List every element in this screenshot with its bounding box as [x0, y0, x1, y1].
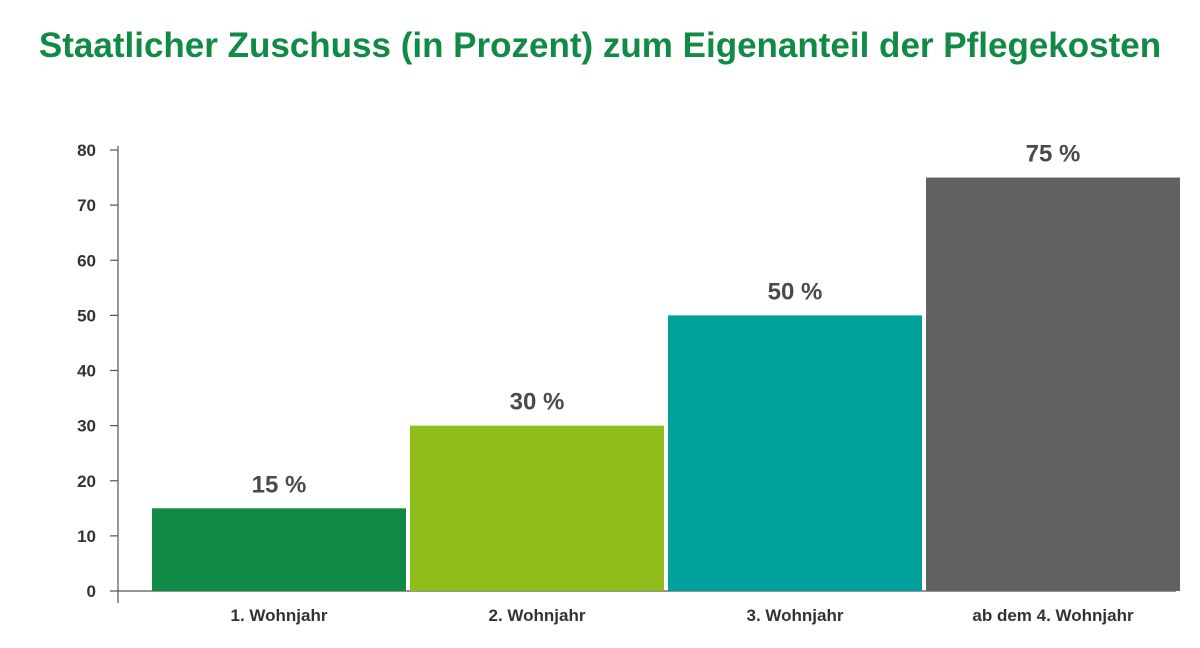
chart-bars: [152, 177, 1180, 591]
chart-title: Staatlicher Zuschuss (in Prozent) zum Ei…: [38, 26, 1162, 65]
x-category-label: 2. Wohnjahr: [489, 606, 586, 625]
bar: [152, 508, 406, 591]
bar-value-label: 75 %: [1026, 141, 1081, 168]
x-category-label: 1. Wohnjahr: [231, 606, 328, 625]
y-tick-label: 10: [77, 527, 96, 546]
x-category-label: 3. Wohnjahr: [747, 606, 844, 625]
bar-value-label: 30 %: [510, 389, 565, 416]
y-tick-label: 80: [77, 141, 96, 160]
bar-value-label: 15 %: [252, 471, 307, 498]
y-tick-label: 70: [77, 196, 96, 215]
y-tick-label: 0: [87, 582, 96, 601]
bar: [926, 177, 1180, 591]
y-tick-label: 30: [77, 417, 96, 436]
bar: [668, 315, 922, 591]
y-tick-label: 40: [77, 362, 96, 381]
y-tick-label: 60: [77, 251, 96, 270]
bar: [410, 425, 664, 591]
x-category-label: ab dem 4. Wohnjahr: [972, 606, 1134, 625]
chart-labels: 15 % 1. Wohnjahr 30 % 2. Wohnjahr 50 % 3. Woh…: [231, 141, 1134, 625]
y-tick-label: 20: [77, 472, 96, 491]
bar-value-label: 50 %: [768, 278, 823, 305]
y-tick-label: 50: [77, 306, 96, 325]
